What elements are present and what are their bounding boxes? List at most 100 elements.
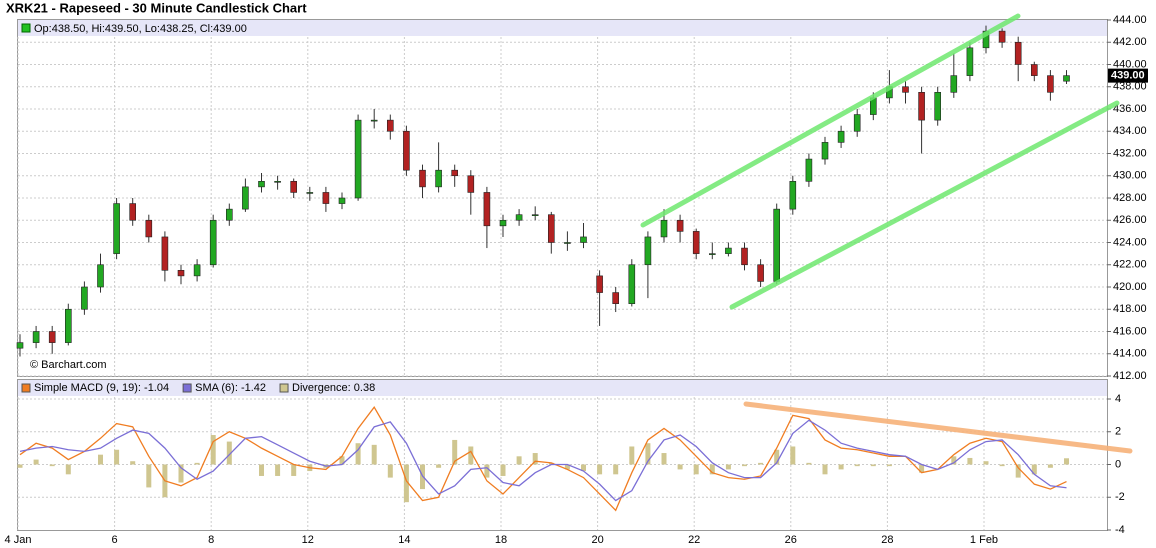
candle-body xyxy=(274,181,281,183)
divergence-bar xyxy=(983,461,989,465)
divergence-bar xyxy=(597,464,603,475)
candle-body xyxy=(564,242,571,244)
x-tick-label: 22 xyxy=(688,534,700,546)
x-tick-label: 12 xyxy=(302,534,314,546)
candle-body xyxy=(805,158,813,182)
candle-body xyxy=(306,192,314,194)
legend-label: Simple MACD (9, 19): -1.04 xyxy=(34,382,169,394)
trendline xyxy=(743,401,1133,454)
divergence-bar xyxy=(532,453,538,465)
y-tick-label: 418.00 xyxy=(1113,303,1147,315)
candle-body xyxy=(161,236,169,271)
candle-body xyxy=(918,92,925,121)
candle-body xyxy=(97,264,104,288)
divergence-bar xyxy=(951,456,957,465)
divergence-bar xyxy=(742,464,747,467)
divergence-bar xyxy=(484,464,490,478)
divergence-bar xyxy=(452,439,458,465)
divergence-bar xyxy=(403,464,409,503)
x-tick-label: 1 Feb xyxy=(970,534,998,546)
divergence-bar xyxy=(130,461,136,465)
y-tick-label: 4 xyxy=(1115,393,1121,405)
candle-body xyxy=(113,203,120,254)
divergence-bar xyxy=(693,464,699,475)
legend-label: SMA (6): -1.42 xyxy=(195,382,266,394)
last-price-box xyxy=(1108,68,1148,83)
candle-body xyxy=(1063,75,1070,82)
divergence-bar xyxy=(371,444,377,465)
x-tick-label: 18 xyxy=(495,534,507,546)
divergence-bar xyxy=(194,462,200,465)
last-price-label: 439.00 xyxy=(1111,70,1145,82)
candle-body xyxy=(48,331,56,343)
candle-body xyxy=(16,342,24,349)
candle-body xyxy=(757,264,764,282)
divergence-bar xyxy=(790,446,796,465)
candle-body xyxy=(386,119,394,132)
candle-body xyxy=(290,181,298,193)
candle-body xyxy=(741,247,748,266)
divergence-bar xyxy=(259,464,264,476)
trendline xyxy=(640,13,1021,228)
candle-body xyxy=(725,247,732,254)
divergence-bar xyxy=(355,443,361,465)
divergence-bar xyxy=(275,464,281,476)
x-tick-label: 26 xyxy=(785,534,797,546)
candle-body xyxy=(902,86,909,93)
y-tick-label: 444.00 xyxy=(1113,14,1147,26)
candle-body xyxy=(209,219,217,266)
x-tick-label: 28 xyxy=(881,534,893,546)
y-tick-label: 422.00 xyxy=(1113,259,1147,271)
y-tick-label: -2 xyxy=(1115,491,1125,503)
divergence-bar xyxy=(1015,464,1021,478)
candle-body xyxy=(708,253,716,255)
y-tick-label: 2 xyxy=(1115,426,1121,438)
credit: © Barchart.com xyxy=(30,359,107,371)
y-tick-label: 412.00 xyxy=(1113,370,1147,382)
candle-body xyxy=(1031,64,1038,76)
candle-body xyxy=(226,208,233,221)
divergence-bar xyxy=(774,449,780,465)
divergence-bar xyxy=(1047,464,1053,468)
divergence-bar xyxy=(33,459,39,465)
divergence-bar xyxy=(516,456,522,465)
candle-body xyxy=(676,219,684,232)
candle-body xyxy=(998,30,1006,43)
y-tick-label: 438.00 xyxy=(1113,81,1147,93)
legend-swatch xyxy=(182,383,192,393)
candle-body xyxy=(773,208,781,282)
candle-body xyxy=(145,219,153,238)
x-tick-label: 8 xyxy=(208,534,214,546)
candle-body xyxy=(628,264,636,304)
divergence-bar xyxy=(17,464,23,468)
legend-swatch xyxy=(21,383,31,393)
divergence-bar xyxy=(339,456,345,465)
y-tick-label: 424.00 xyxy=(1113,236,1147,248)
divergence-bar xyxy=(291,464,297,476)
candle-body xyxy=(338,197,346,204)
y-tick-label: 420.00 xyxy=(1113,281,1147,293)
candle-body xyxy=(451,169,459,177)
divergence-bar xyxy=(854,464,860,467)
divergence-bar xyxy=(806,462,812,465)
divergence-bar xyxy=(999,464,1005,467)
x-tick-label: 4 Jan xyxy=(5,534,32,546)
divergence-bar xyxy=(146,464,152,488)
macd-line xyxy=(19,406,1067,512)
candle-body xyxy=(547,214,555,243)
candle-body xyxy=(467,175,475,193)
divergence-bar xyxy=(387,464,393,478)
y-tick-label: 436.00 xyxy=(1113,103,1147,115)
y-tick-label: 0 xyxy=(1115,458,1121,470)
divergence-bar xyxy=(65,464,71,475)
macd-legend-band xyxy=(18,380,1107,396)
candle-body xyxy=(853,114,861,132)
price-legend-band xyxy=(18,20,1107,36)
candle-body xyxy=(821,142,829,160)
candle-body xyxy=(837,130,845,143)
candle-body xyxy=(177,270,185,277)
divergence-bar xyxy=(967,457,973,465)
candle-body xyxy=(403,130,410,171)
divergence-bar xyxy=(468,446,474,465)
